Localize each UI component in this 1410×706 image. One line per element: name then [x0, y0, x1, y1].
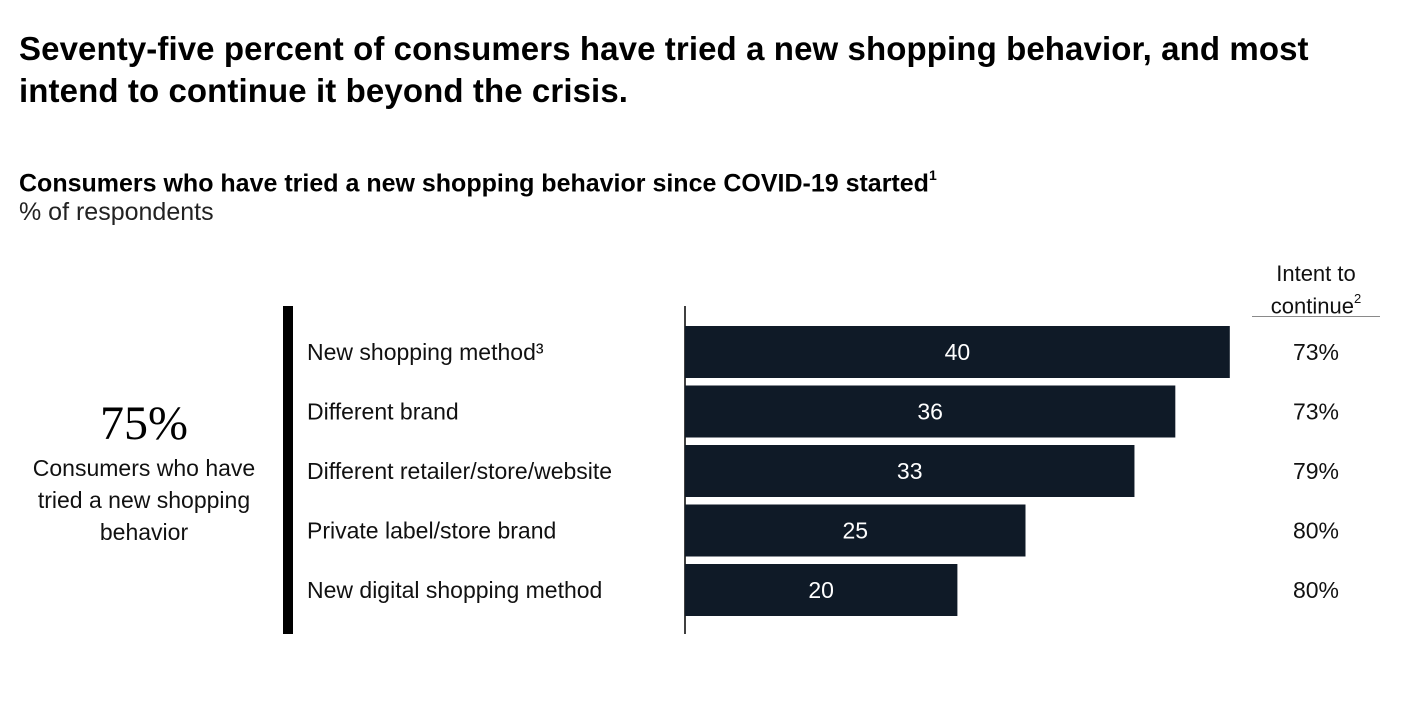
intent-value-label: 73% — [1293, 399, 1339, 425]
summary-callout: 75% Consumers who have tried a new shopp… — [14, 396, 274, 548]
bar-value-label: 20 — [808, 577, 834, 603]
bar-value-label: 36 — [917, 399, 943, 425]
callout-label: Consumers who have tried a new shopping … — [32, 455, 256, 545]
bar — [685, 564, 958, 616]
callout-value: 75% — [100, 397, 188, 450]
category-divider-rule — [283, 306, 293, 634]
intent-header-rule — [1252, 316, 1380, 317]
category-label: New digital shopping method — [307, 577, 602, 603]
intent-value-label: 73% — [1293, 339, 1339, 365]
bar-value-label: 33 — [897, 458, 923, 484]
category-label: New shopping method³ — [307, 339, 544, 365]
bar — [685, 326, 1230, 378]
chart-title-footnote: 1 — [928, 167, 937, 183]
bar — [685, 504, 1026, 557]
category-label: Different brand — [307, 399, 459, 425]
bar-value-label: 25 — [842, 518, 868, 544]
intent-value-label: 79% — [1293, 458, 1339, 484]
chart-title-text: Consumers who have tried a new shopping … — [19, 169, 929, 198]
intent-header-text: Intent to continue — [1270, 261, 1356, 319]
category-label: Private label/store brand — [307, 518, 556, 544]
bar — [685, 385, 1176, 438]
chart-title: Consumers who have tried a new shopping … — [19, 160, 937, 200]
intent-value-label: 80% — [1293, 577, 1339, 603]
bar-value-label: 40 — [945, 339, 971, 365]
intent-column-header: Intent to continue2 — [1252, 260, 1380, 319]
headline: Seventy-five percent of consumers have t… — [19, 30, 1309, 109]
chart-unit: % of respondents — [19, 198, 214, 226]
category-label: Different retailer/store/website — [307, 458, 612, 484]
intent-value-label: 80% — [1293, 518, 1339, 544]
bar — [685, 445, 1135, 497]
intent-header-footnote: 2 — [1353, 291, 1362, 306]
